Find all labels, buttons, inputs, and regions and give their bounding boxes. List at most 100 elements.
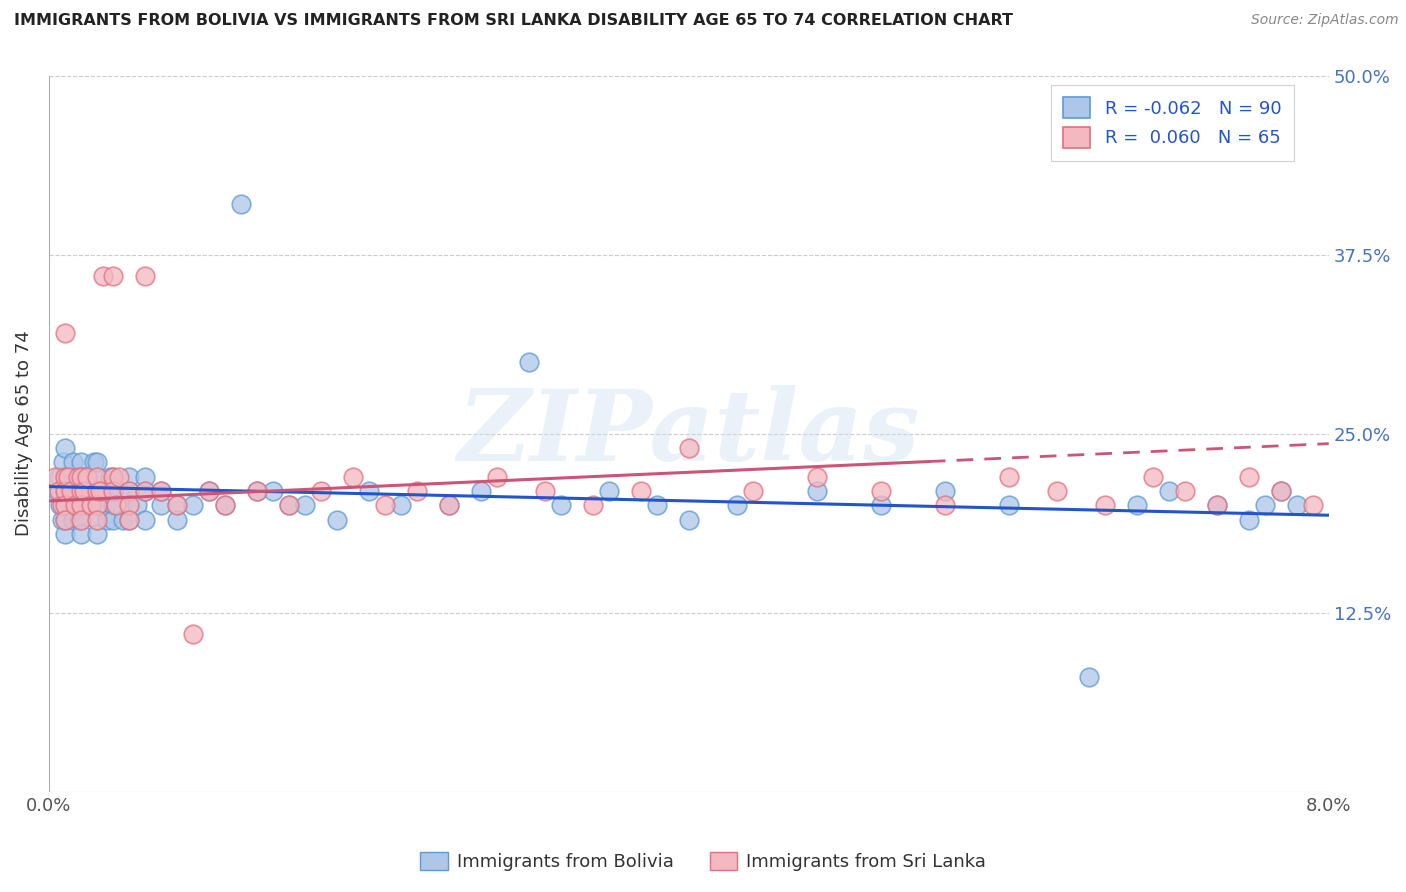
Point (294, 498, 316, 512)
Point (86, 469, 108, 483)
Point (326, 512, 349, 526)
Point (166, 498, 188, 512)
Point (357, 483, 380, 498)
Point (125, 498, 148, 512)
Point (869, 498, 891, 512)
Point (406, 483, 429, 498)
Point (229, 197, 252, 211)
Point (49, 498, 72, 512)
Point (550, 498, 572, 512)
Text: ZIPatlas: ZIPatlas (458, 385, 920, 482)
Point (53, 326, 76, 341)
Point (134, 483, 156, 498)
Point (76, 469, 98, 483)
Point (108, 469, 131, 483)
Point (1237, 512, 1260, 526)
Text: IMMIGRANTS FROM BOLIVIA VS IMMIGRANTS FROM SRI LANKA DISABILITY AGE 65 TO 74 COR: IMMIGRANTS FROM BOLIVIA VS IMMIGRANTS FR… (14, 13, 1014, 29)
Point (53, 469, 76, 483)
Point (70, 469, 93, 483)
Point (725, 498, 748, 512)
Point (437, 498, 460, 512)
Point (89, 498, 111, 512)
Point (181, 627, 204, 641)
Point (108, 483, 131, 498)
Point (118, 498, 141, 512)
Point (70, 512, 93, 526)
Point (63, 483, 86, 498)
Point (67, 512, 90, 526)
Point (118, 512, 141, 526)
Point (470, 483, 492, 498)
Point (1270, 483, 1292, 498)
Point (389, 498, 412, 512)
Point (134, 512, 156, 526)
Point (51, 498, 73, 512)
Point (1094, 498, 1116, 512)
Point (598, 483, 620, 498)
Point (105, 498, 128, 512)
Legend: R = -0.062   N = 90, R =  0.060   N = 65: R = -0.062 N = 90, R = 0.060 N = 65 (1050, 85, 1294, 161)
Point (437, 498, 460, 512)
Point (53, 498, 76, 512)
Point (101, 483, 124, 498)
Point (517, 355, 540, 369)
Point (1285, 498, 1308, 512)
Point (149, 483, 172, 498)
Text: Source: ZipAtlas.com: Source: ZipAtlas.com (1251, 13, 1399, 28)
Point (134, 268, 156, 283)
Point (214, 498, 236, 512)
Point (66, 498, 89, 512)
Point (70, 469, 93, 483)
Point (806, 483, 828, 498)
Point (101, 469, 124, 483)
Point (582, 498, 605, 512)
Point (89, 483, 111, 498)
Point (101, 512, 124, 526)
Point (52, 455, 75, 469)
Point (63, 498, 86, 512)
Point (645, 498, 668, 512)
Point (53, 498, 76, 512)
Point (60, 498, 83, 512)
Point (51, 512, 73, 526)
Point (53, 527, 76, 541)
Point (101, 483, 124, 498)
Point (485, 469, 508, 483)
Point (79, 483, 101, 498)
Point (48, 483, 70, 498)
Point (1270, 483, 1292, 498)
Point (118, 512, 141, 526)
Point (48, 469, 70, 483)
Point (86, 469, 108, 483)
Point (79, 498, 101, 512)
Point (66, 469, 89, 483)
Point (630, 483, 652, 498)
Point (59, 483, 82, 498)
Point (56, 469, 79, 483)
Point (134, 483, 156, 498)
Point (70, 527, 93, 541)
Point (869, 483, 891, 498)
Point (118, 483, 141, 498)
Point (73, 469, 96, 483)
Point (1302, 498, 1324, 512)
Point (149, 498, 172, 512)
Point (118, 483, 141, 498)
Point (86, 483, 108, 498)
Point (98, 469, 121, 483)
Point (62, 512, 84, 526)
Legend: Immigrants from Bolivia, Immigrants from Sri Lanka: Immigrants from Bolivia, Immigrants from… (413, 845, 993, 879)
Point (278, 498, 301, 512)
Point (934, 483, 956, 498)
Point (70, 498, 93, 512)
Point (65, 469, 87, 483)
Point (86, 512, 108, 526)
Point (70, 483, 93, 498)
Point (1046, 483, 1069, 498)
Point (93, 483, 115, 498)
Point (70, 483, 93, 498)
Point (1077, 670, 1099, 684)
Point (56, 469, 79, 483)
Point (101, 268, 124, 283)
Point (86, 498, 108, 512)
